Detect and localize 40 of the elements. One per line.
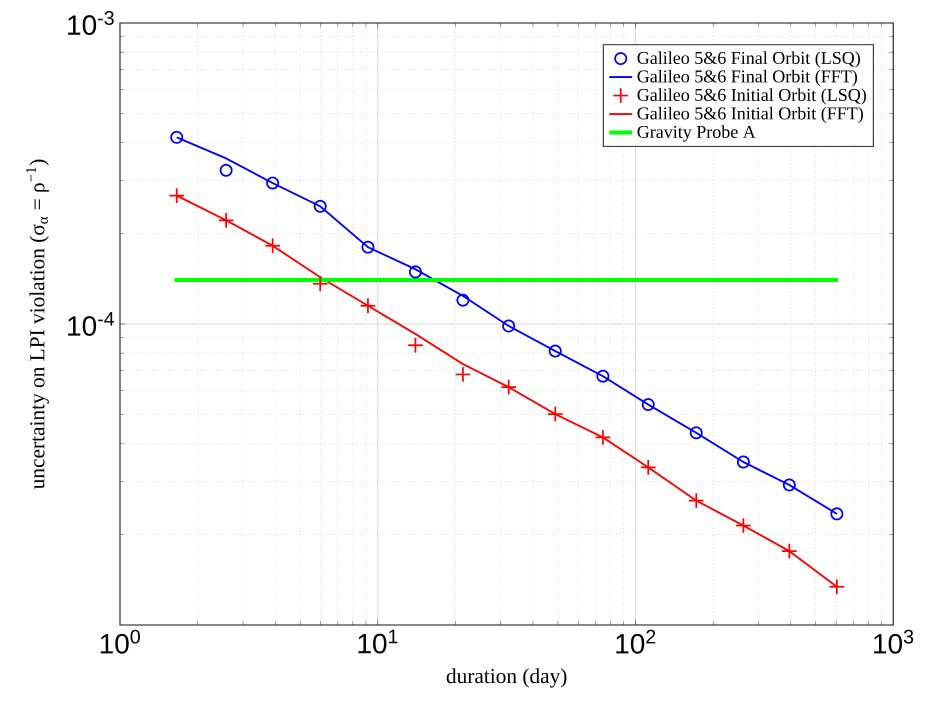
x-tick-label: 10$^{1}$ — [358, 630, 398, 654]
point — [218, 212, 234, 229]
legend-label: Galileo 5&6 Initial Orbit (FFT) — [638, 106, 863, 124]
point — [266, 176, 280, 190]
x-tick-label: 10$^{0}$ — [100, 630, 140, 654]
point — [456, 294, 470, 307]
x-axis-title: duration (day) — [446, 668, 566, 688]
point — [596, 370, 610, 383]
point — [828, 578, 846, 595]
point — [735, 517, 752, 534]
y-tick-label: 10$^{-3}$ — [68, 11, 114, 36]
point — [547, 406, 564, 422]
point — [594, 429, 612, 446]
point — [312, 276, 328, 292]
x-tick-label: 10$^{2}$ — [616, 630, 656, 654]
point — [220, 164, 233, 177]
point — [361, 240, 374, 254]
point — [688, 492, 704, 509]
point — [640, 459, 656, 476]
point — [642, 398, 655, 412]
point — [502, 320, 516, 332]
point — [690, 426, 703, 440]
point — [781, 542, 798, 560]
point — [264, 238, 281, 254]
x-tick-label: 10$^{3}$ — [874, 630, 914, 654]
point — [408, 265, 422, 278]
legend-label: Galileo 5&6 Final Orbit (LSQ) — [638, 51, 860, 68]
y-axis-title: uncertainty on LPI violation (σ$_{α}$ = ρ$^{−1}$) — [26, 160, 49, 490]
point — [830, 507, 844, 520]
legend-label: Galileo 5&6 Initial Orbit (LSQ) — [638, 88, 866, 105]
point — [736, 456, 750, 468]
point — [500, 378, 517, 396]
point — [407, 337, 424, 354]
point — [360, 298, 376, 314]
point — [314, 200, 327, 213]
point — [548, 344, 562, 358]
legend-label: Gravity Probe A — [638, 125, 756, 142]
y-tick-label: 10$^{-4}$ — [68, 312, 114, 336]
point — [782, 478, 796, 492]
legend-label: Galileo 5&6 Final Orbit (FFT) — [638, 70, 857, 86]
